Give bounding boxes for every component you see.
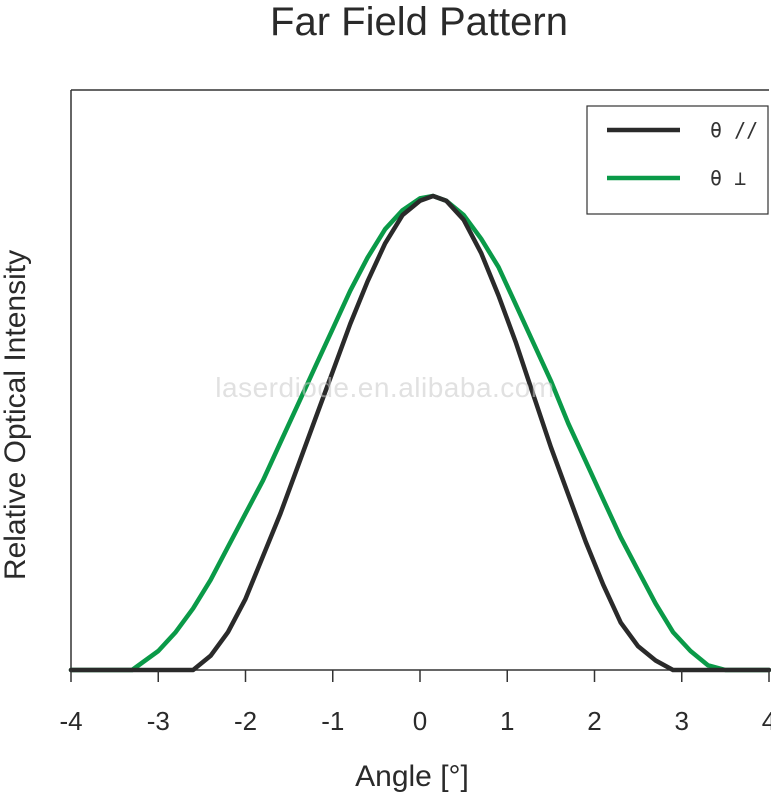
x-tick-label: 4	[762, 706, 771, 736]
watermark-text: laserdiode.en.alibaba.com	[215, 372, 555, 403]
legend-box	[586, 105, 769, 215]
x-tick-label: 2	[587, 706, 601, 736]
x-axis-label: Angle [°]	[355, 760, 469, 793]
x-tick-label: -3	[147, 706, 170, 736]
legend-label-1: θ ⊥	[710, 166, 746, 190]
legend-label-0: θ //	[710, 118, 758, 142]
chart-title: Far Field Pattern	[270, 0, 568, 44]
x-tick-label: 0	[413, 706, 427, 736]
x-tick-label: -4	[59, 706, 82, 736]
x-tick-label: 3	[675, 706, 689, 736]
series-line-1	[68, 193, 771, 673]
x-tick-label: 1	[500, 706, 514, 736]
series-line-0	[68, 193, 771, 673]
x-tick-label: -2	[234, 706, 257, 736]
x-tick-label: -1	[321, 706, 344, 736]
